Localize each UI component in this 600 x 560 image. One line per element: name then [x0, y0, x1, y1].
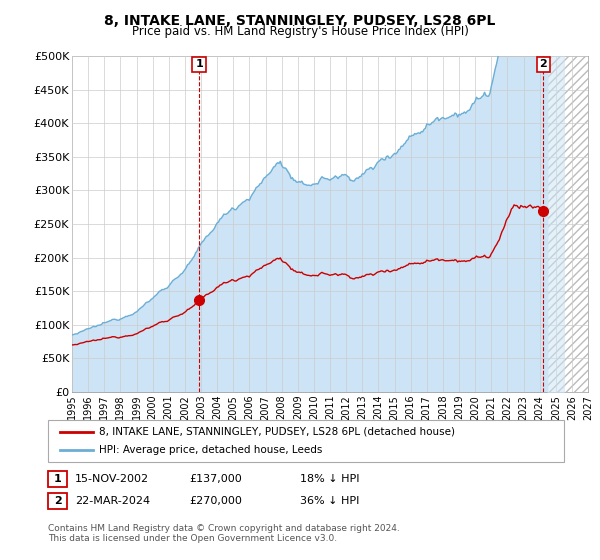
Text: £270,000: £270,000: [189, 496, 242, 506]
Text: 15-NOV-2002: 15-NOV-2002: [75, 474, 149, 484]
Text: 2: 2: [54, 496, 61, 506]
Text: Price paid vs. HM Land Registry's House Price Index (HPI): Price paid vs. HM Land Registry's House …: [131, 25, 469, 38]
Text: 1: 1: [54, 474, 61, 484]
Text: Contains HM Land Registry data © Crown copyright and database right 2024.
This d: Contains HM Land Registry data © Crown c…: [48, 524, 400, 543]
Text: 22-MAR-2024: 22-MAR-2024: [75, 496, 150, 506]
Text: £137,000: £137,000: [189, 474, 242, 484]
Text: 2: 2: [539, 59, 547, 69]
Text: 18% ↓ HPI: 18% ↓ HPI: [300, 474, 359, 484]
Text: HPI: Average price, detached house, Leeds: HPI: Average price, detached house, Leed…: [99, 445, 322, 455]
Text: 8, INTAKE LANE, STANNINGLEY, PUDSEY, LS28 6PL (detached house): 8, INTAKE LANE, STANNINGLEY, PUDSEY, LS2…: [99, 427, 455, 437]
Text: 36% ↓ HPI: 36% ↓ HPI: [300, 496, 359, 506]
Text: 1: 1: [195, 59, 203, 69]
Text: 8, INTAKE LANE, STANNINGLEY, PUDSEY, LS28 6PL: 8, INTAKE LANE, STANNINGLEY, PUDSEY, LS2…: [104, 14, 496, 28]
